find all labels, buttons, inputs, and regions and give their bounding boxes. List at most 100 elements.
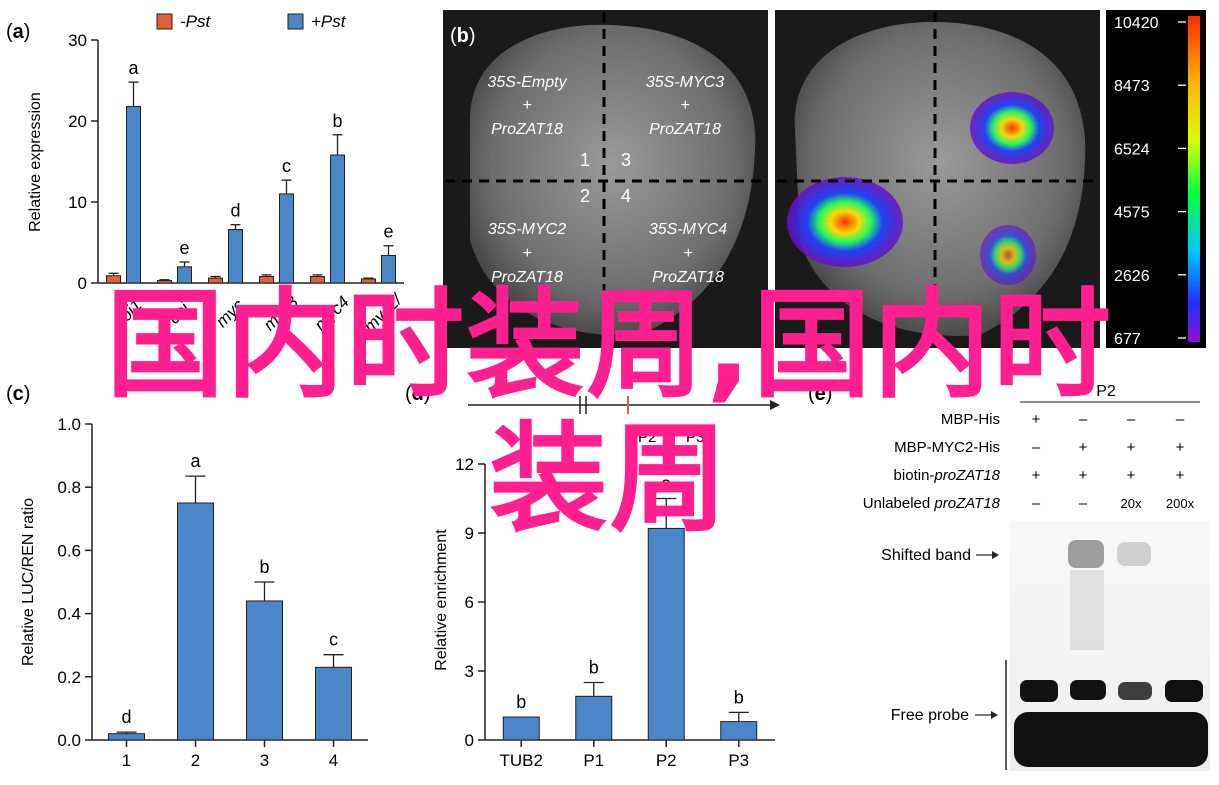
promoter-label-p2: P2 (638, 429, 656, 446)
x-tick-label: 1 (122, 751, 131, 770)
promoter-label-p3: P3 (686, 429, 704, 446)
free-probe-band-lane-2 (1070, 680, 1106, 700)
condition-label: Unlabeled proZAT18 (863, 495, 1001, 512)
free-probe-label: Free probe (891, 707, 969, 724)
condition-value: 20x (1121, 496, 1142, 511)
x-tick-label: myc4 (311, 292, 353, 334)
panel-d: (d) P2 P3 Relative enrichment 0 3 6 9 12 b TU… (405, 383, 780, 770)
sig-letter: b (516, 692, 526, 712)
condition-value: – (1079, 495, 1088, 512)
legend-swatch-minus (156, 13, 173, 30)
quadrant-1-line3: ProZAT18 (491, 121, 563, 138)
bar-P2 (647, 527, 685, 741)
bar-plus-myc4 (330, 154, 345, 284)
colorbar-tick-label: 8473 (1114, 78, 1150, 95)
condition-value: 200x (1166, 496, 1195, 511)
panel-d-bars: b TUB2 b P1 a P2 b P3 (500, 474, 758, 770)
panel-a-label: (a) (6, 21, 30, 43)
panel-d-ylabel: Relative enrichment (433, 529, 450, 671)
bar-minus-coi1 (106, 275, 121, 284)
quadrant-4-line1: 35S-MYC4 (649, 221, 727, 238)
panel-a-ylabel: Relative expression (27, 92, 44, 232)
condition-label: biotin-proZAT18 (894, 467, 1001, 484)
bar-P1 (575, 695, 613, 741)
y-tick-label: 9 (465, 524, 474, 543)
panel-a: (a) -Pst +Pst Relative expression 0 10 20 3… (6, 12, 407, 336)
y-tick-label: 10 (68, 193, 87, 212)
sig-letter: a (128, 58, 139, 78)
quadrant-1-line2: + (522, 97, 531, 114)
quadrant-3-line2: + (680, 97, 689, 114)
luminescence-signal-myc3 (970, 92, 1054, 164)
x-tick-label: coi (164, 298, 194, 328)
shifted-band-lane-3 (1117, 542, 1151, 566)
legend-label-minus: -Pst (180, 12, 212, 31)
quadrant-2-line3: ProZAT18 (491, 269, 563, 286)
free-probe-band-lane-1 (1020, 680, 1058, 702)
x-tick-label: P1 (583, 751, 604, 770)
panel-b: (b) 35S-Empty + ProZAT18 35S-MYC3 + ProZ… (443, 10, 1206, 348)
y-tick-label: 0.8 (57, 478, 81, 497)
bar-4 (315, 666, 352, 741)
panel-c-ylabel: Relative LUC/REN ratio (20, 498, 37, 666)
shifted-band-arrow-icon (992, 551, 999, 559)
bar-plus-myc2/3/4 (381, 254, 396, 284)
sig-letter: d (121, 707, 131, 727)
y-tick-label: 30 (68, 31, 87, 50)
quadrant-4-line3: ProZAT18 (652, 269, 724, 286)
condition-value: + (1176, 439, 1185, 456)
quadrant-number-3: 3 (621, 150, 631, 170)
x-tick-label: myc3 (260, 292, 303, 335)
panel-a-axes: 0 10 20 30 (68, 31, 404, 293)
sig-letter: b (589, 658, 599, 678)
x-tick-label: 3 (260, 751, 269, 770)
quadrant-1-line1: 35S-Empty (487, 74, 567, 91)
shifted-band-label: Shifted band (881, 547, 971, 564)
sig-letter: a (190, 451, 201, 471)
smear-lane-2 (1070, 570, 1104, 650)
leaf-left (470, 24, 756, 336)
y-tick-label: 1.0 (57, 415, 81, 434)
condition-value: – (1079, 411, 1088, 428)
bar-minus-myc3 (259, 276, 274, 284)
y-tick-label: 6 (465, 593, 474, 612)
y-tick-label: 0 (465, 731, 474, 750)
condition-label: MBP-His (941, 411, 1000, 428)
condition-value: – (1032, 495, 1041, 512)
condition-value: – (1176, 411, 1185, 428)
sig-letter: b (332, 111, 342, 131)
bar-minus-myc2 (208, 277, 223, 284)
condition-value: – (1127, 411, 1136, 428)
legend-swatch-plus (287, 13, 304, 30)
condition-label: MBP-MYC2-His (894, 439, 1000, 456)
y-tick-label: 20 (68, 112, 87, 131)
probe-label: P2 (1096, 383, 1116, 400)
sig-letter: c (282, 156, 291, 176)
quadrant-4-line2: + (683, 245, 692, 262)
panel-b-label: (b) (450, 25, 476, 47)
panel-e: (e) P2 MBP-His + – – – MBP-MYC2-His – + + + biotin… (808, 383, 1210, 771)
condition-value: + (1127, 467, 1136, 484)
sig-letter: e (383, 222, 393, 242)
sig-letter: a (661, 474, 672, 494)
quadrant-number-4: 4 (621, 186, 631, 206)
x-tick-label: myc2/ (360, 289, 407, 336)
quadrant-2-line1: 35S-MYC2 (488, 221, 566, 238)
colorbar-tick-label: 6524 (1114, 141, 1150, 158)
sig-letter: c (329, 630, 338, 650)
bar-plus-myc3 (279, 193, 294, 284)
x-tick-label: TUB2 (500, 751, 543, 770)
y-tick-label: 0 (78, 274, 87, 293)
emsa-conditions: MBP-His + – – – MBP-MYC2-His – + + + biotin-proZAT… (863, 411, 1195, 512)
luminescence-signal-myc2 (787, 177, 903, 267)
colorbar-tick-label: 677 (1114, 331, 1141, 348)
colorbar-tick-label: 4575 (1114, 205, 1150, 222)
bar-3 (246, 600, 283, 741)
x-tick-label: 4 (329, 751, 338, 770)
x-tick-label: P3 (728, 751, 749, 770)
bar-minus-coi2 (157, 280, 172, 284)
colorbar-tick-label: 10420 (1114, 15, 1159, 32)
bar-plus-coi2 (177, 266, 192, 284)
condition-value: + (1032, 411, 1041, 428)
colorbar-gradient (1188, 16, 1200, 342)
